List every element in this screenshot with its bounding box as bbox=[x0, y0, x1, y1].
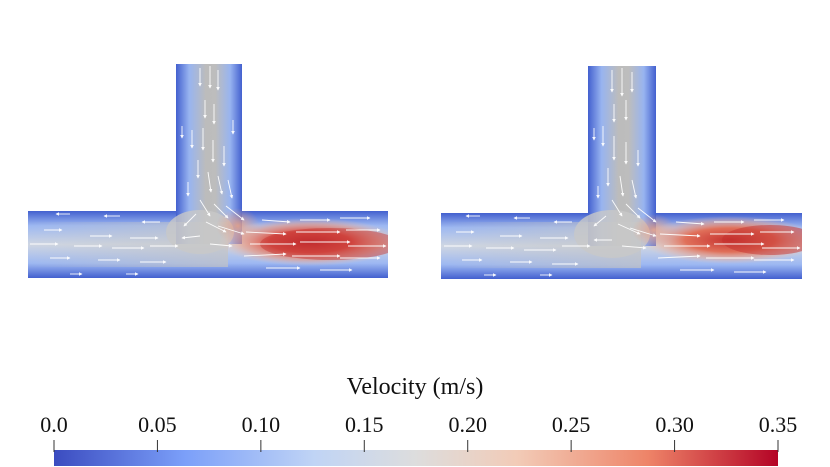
colorbar-tick-labels: 0.0 0.05 0.10 0.15 0.20 0.25 0.30 0.35 bbox=[40, 412, 797, 437]
colorbar-title: Velocity (m/s) bbox=[347, 374, 484, 400]
colorbar: Velocity (m/s) 0.0 0.05 0.10 0.15 0.20 0.25 0.… bbox=[40, 374, 797, 466]
colorbar-gradient bbox=[54, 450, 778, 466]
colorbar-tick-label: 0.25 bbox=[552, 412, 591, 437]
colorbar-tick-label: 0.0 bbox=[40, 412, 68, 437]
velocity-arrows-right bbox=[444, 68, 801, 277]
colorbar-tick-label: 0.30 bbox=[655, 412, 694, 437]
colorbar-tick-label: 0.05 bbox=[138, 412, 177, 437]
velocity-arrows-left bbox=[30, 66, 387, 276]
colorbar-tick-label: 0.15 bbox=[345, 412, 384, 437]
colorbar-tick-label: 0.35 bbox=[759, 412, 798, 437]
t-junction-right bbox=[441, 66, 802, 279]
colorbar-tick-label: 0.10 bbox=[242, 412, 281, 437]
colorbar-tick-marks bbox=[53, 440, 779, 452]
t-junction-left bbox=[28, 64, 388, 278]
colorbar-tick-label: 0.20 bbox=[448, 412, 487, 437]
